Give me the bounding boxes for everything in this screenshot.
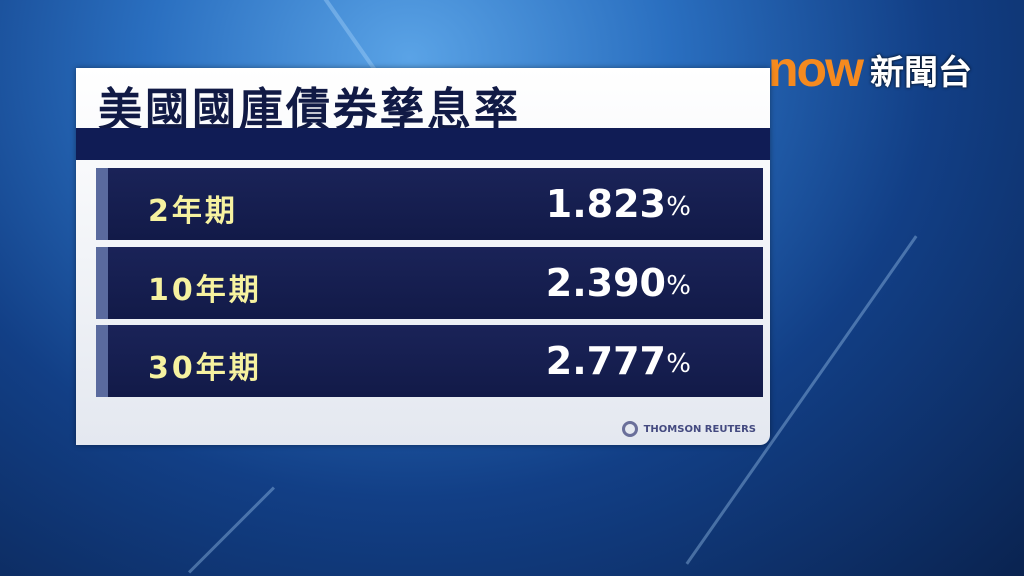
row-value: 2.390 [545, 261, 666, 305]
row-label: 30年期 [148, 351, 262, 386]
logo-channel: 新聞台 [869, 52, 972, 93]
row-unit: % [666, 349, 691, 379]
yield-row: 10年期 2.390 % [96, 247, 763, 319]
yield-panel: 美國國庫債券孳息率 2年期 1.823 % 10年期 2.390 % 30年期 … [76, 68, 770, 445]
row-label: 10年期 [148, 273, 262, 308]
row-unit: % [666, 192, 691, 222]
source-credit: THOMSON REUTERS [621, 421, 756, 437]
credit-text: THOMSON REUTERS [643, 423, 756, 435]
row-unit: % [666, 271, 691, 301]
row-label: 2年期 [148, 194, 238, 229]
row-value: 1.823 [545, 182, 666, 226]
row-value: 2.777 [545, 339, 666, 383]
yield-row: 30年期 2.777 % [96, 325, 763, 397]
title-band [76, 128, 770, 160]
yield-row: 2年期 1.823 % [96, 168, 763, 240]
channel-logo: now 新聞台 [768, 40, 972, 98]
thomson-reuters-logo-icon [621, 421, 638, 437]
logo-brand: now [768, 41, 864, 97]
